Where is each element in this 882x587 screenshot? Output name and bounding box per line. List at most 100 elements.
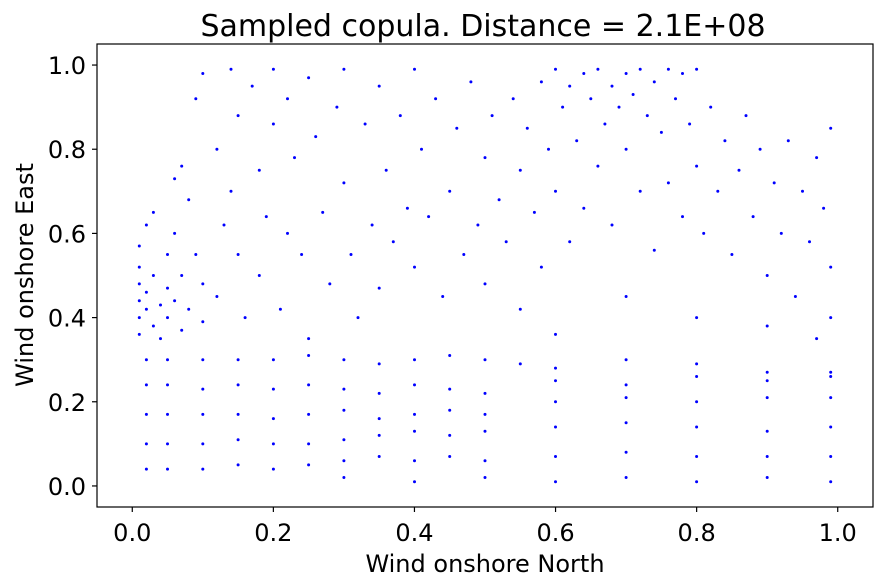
data-point [695, 455, 699, 458]
data-point [166, 467, 169, 471]
data-point [321, 210, 325, 214]
data-point [829, 480, 833, 484]
data-point [568, 84, 572, 88]
data-point [236, 253, 240, 256]
data-point [201, 282, 205, 286]
data-point [652, 80, 656, 84]
data-point [257, 274, 261, 277]
data-point [159, 337, 162, 341]
data-point [201, 72, 205, 75]
data-point [829, 396, 833, 400]
data-point [695, 362, 699, 366]
data-point [137, 299, 141, 303]
data-point [758, 147, 762, 151]
data-point [610, 84, 614, 88]
data-point [483, 282, 487, 286]
data-point [624, 396, 628, 400]
data-point [271, 122, 275, 126]
data-point [271, 387, 275, 391]
data-point [765, 429, 769, 433]
x-axis-label: Wind onshore North [365, 550, 604, 578]
data-point [702, 231, 706, 235]
data-point [681, 215, 684, 219]
data-point [166, 286, 169, 290]
data-point [772, 181, 776, 185]
data-point [624, 295, 628, 298]
data-point [815, 337, 819, 341]
data-point [504, 240, 508, 244]
data-point [568, 240, 572, 244]
data-point [236, 438, 240, 442]
data-point [547, 147, 550, 151]
data-point [483, 476, 487, 479]
data-point [215, 147, 219, 151]
data-point [144, 467, 148, 471]
data-point [659, 130, 663, 134]
data-point [307, 442, 311, 446]
data-point [377, 391, 381, 395]
data-point [201, 358, 205, 362]
data-point [377, 286, 381, 290]
data-point [307, 383, 311, 387]
x-tick-label: 0.6 [536, 519, 574, 547]
data-point [723, 139, 727, 143]
data-point [638, 67, 642, 71]
data-point [144, 383, 148, 387]
data-point [370, 223, 374, 227]
data-point [222, 223, 226, 227]
data-point [801, 189, 804, 193]
data-point [829, 370, 833, 374]
data-point [377, 417, 381, 421]
y-tick-label: 0.8 [48, 136, 86, 164]
data-point [335, 105, 339, 109]
data-point [511, 97, 515, 101]
data-point [342, 67, 346, 71]
data-point [342, 181, 346, 185]
data-point [250, 84, 254, 88]
data-point [490, 114, 494, 118]
y-tick-label: 1.0 [48, 52, 86, 80]
data-point [554, 379, 557, 383]
data-point [307, 354, 311, 357]
data-point [476, 223, 480, 227]
data-point [180, 274, 184, 277]
data-point [765, 396, 769, 400]
data-point [554, 425, 557, 429]
y-tick-label: 0.6 [48, 220, 86, 248]
data-point [539, 80, 543, 84]
data-point [236, 383, 240, 387]
data-point [144, 290, 148, 294]
data-point [144, 412, 148, 416]
data-point [779, 231, 783, 235]
data-point [695, 375, 699, 378]
data-point [300, 253, 304, 256]
data-point [497, 198, 501, 202]
data-point [455, 126, 459, 130]
data-point [730, 253, 734, 256]
data-point [695, 67, 699, 71]
data-point [293, 156, 296, 160]
data-point [765, 370, 769, 374]
data-point [744, 114, 748, 118]
data-point [257, 168, 261, 172]
data-point [307, 76, 311, 80]
data-point [554, 480, 557, 484]
data-point [448, 189, 452, 193]
data-point [271, 417, 275, 421]
data-point [229, 189, 233, 193]
data-point [278, 307, 282, 311]
data-point [159, 303, 162, 307]
data-point [166, 442, 169, 446]
data-point [589, 97, 593, 101]
data-point [631, 93, 635, 96]
data-point [151, 210, 155, 214]
data-point [518, 362, 522, 366]
data-point [610, 223, 614, 227]
data-point [709, 105, 713, 109]
data-point [518, 307, 522, 311]
data-point [377, 455, 381, 458]
data-point [666, 67, 670, 71]
y-tick-label: 0.0 [48, 473, 86, 501]
data-point [137, 332, 141, 336]
